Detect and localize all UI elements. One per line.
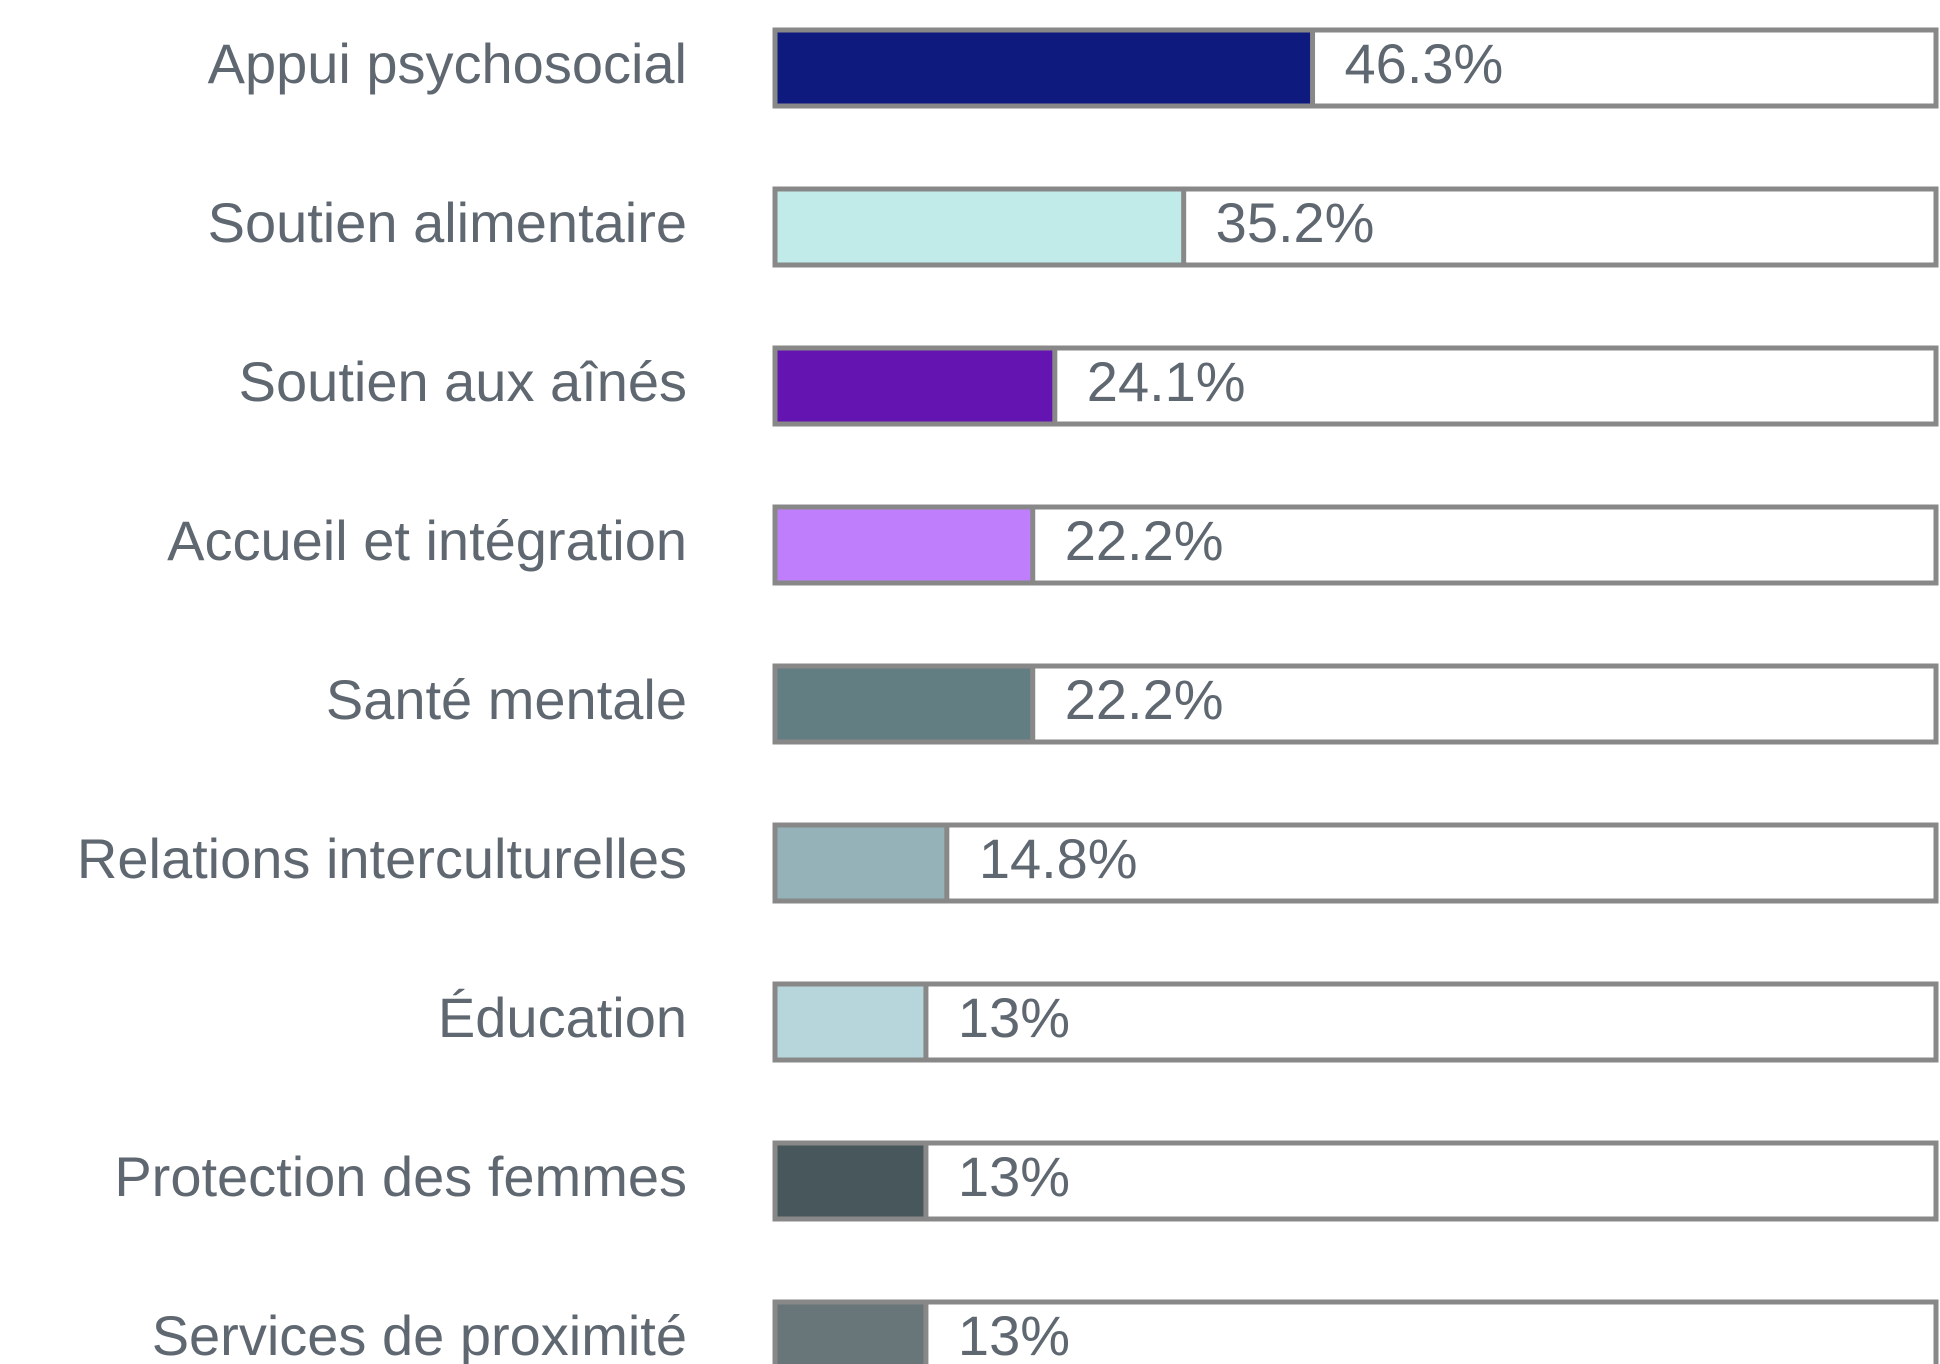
value-label: 13% [958, 1304, 1070, 1364]
category-label: Soutien aux aînés [239, 350, 687, 413]
value-label: 14.8% [979, 827, 1138, 890]
bar [772, 1299, 929, 1364]
bar-track [772, 1140, 1939, 1222]
bar [772, 345, 1058, 427]
category-label: Appui psychosocial [208, 32, 687, 95]
bar [772, 1140, 929, 1222]
bar [772, 663, 1036, 745]
value-label: 13% [958, 986, 1070, 1049]
category-label: Santé mentale [326, 668, 687, 731]
value-label: 24.1% [1087, 350, 1246, 413]
category-label: Relations interculturelles [77, 827, 687, 890]
bar [772, 504, 1036, 586]
bar [772, 981, 929, 1063]
category-label: Services de proximité [152, 1304, 687, 1364]
category-label: Éducation [438, 986, 687, 1049]
value-label: 22.2% [1065, 509, 1224, 572]
bar [772, 186, 1187, 268]
bar [772, 822, 950, 904]
value-label: 35.2% [1216, 191, 1375, 254]
value-label: 46.3% [1345, 32, 1504, 95]
bar-track [772, 1299, 1939, 1364]
category-label: Accueil et intégration [167, 509, 687, 572]
value-label: 22.2% [1065, 668, 1224, 731]
value-label: 13% [958, 1145, 1070, 1208]
bar [772, 27, 1316, 109]
bar-track [772, 981, 1939, 1063]
category-label: Protection des femmes [114, 1145, 687, 1208]
category-label: Soutien alimentaire [208, 191, 687, 254]
